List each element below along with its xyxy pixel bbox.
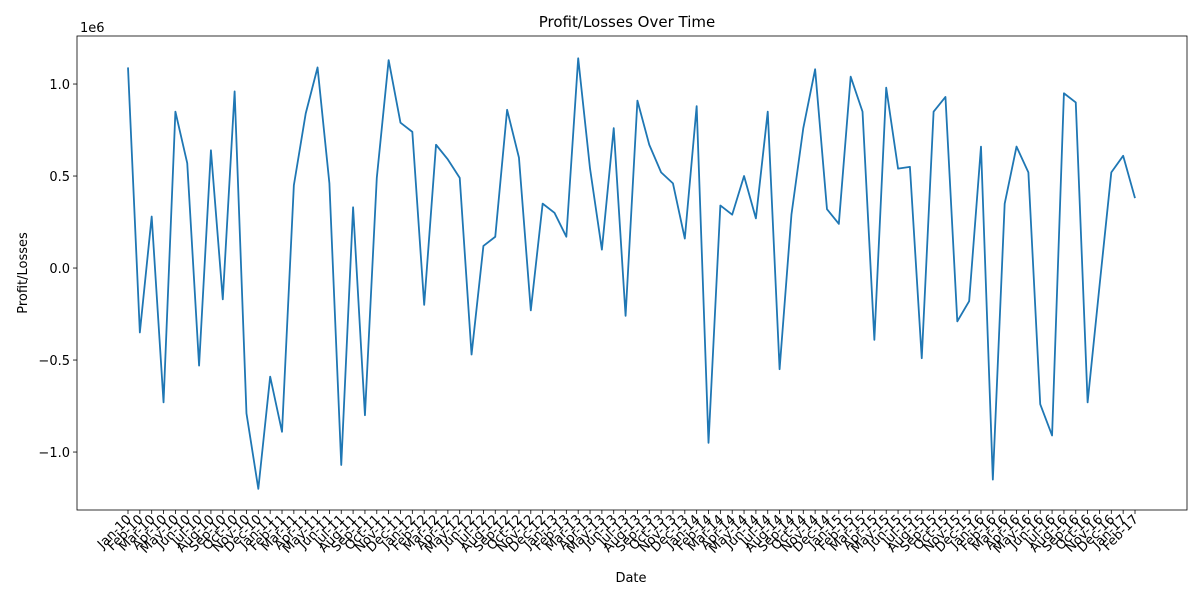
y-tick-label: 0.5	[49, 170, 70, 185]
y-offset-label: 1e6	[80, 21, 105, 36]
y-tick-label: 1.0	[49, 78, 70, 93]
y-axis-label: Profit/Losses	[16, 232, 31, 314]
plot-frame	[76, 35, 1188, 511]
x-axis-label: Date	[615, 571, 646, 586]
y-tick-label: 0.0	[49, 262, 70, 277]
chart-title: Profit/Losses Over Time	[539, 13, 715, 31]
y-tick-label: −1.0	[38, 446, 70, 461]
y-tick-label: −0.5	[38, 354, 70, 369]
line-series	[127, 57, 1136, 490]
